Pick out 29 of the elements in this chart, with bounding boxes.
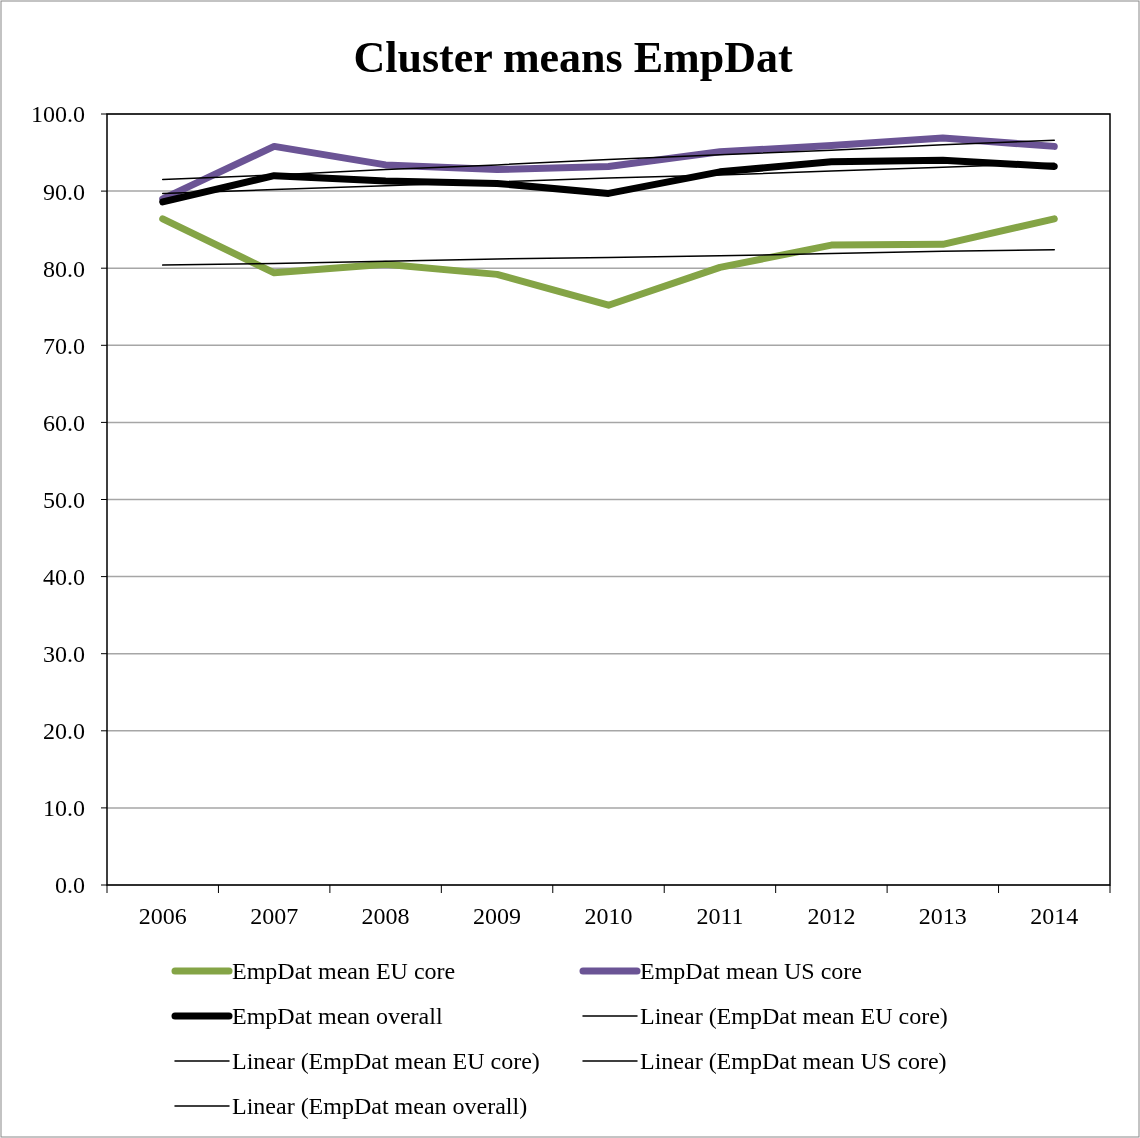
y-tick-label: 80.0 [43,255,85,282]
x-tick-label: 2007 [250,903,299,929]
legend-label: Linear (EmpDat mean overall) [232,1093,528,1120]
x-tick-label: 2012 [807,903,856,929]
y-tick-label: 10.0 [43,795,85,822]
line-series [161,248,1056,266]
y-tick-label: 50.0 [43,486,85,513]
x-tick-label: 2013 [918,903,967,929]
chart-title: Cluster means EmpDat [353,33,793,82]
y-tick-label: 100.0 [31,101,85,128]
y-tick-label: 0.0 [55,872,85,899]
legend-label: EmpDat mean US core [640,958,862,985]
legend-label: Linear (EmpDat mean EU core) [640,1003,948,1030]
y-tick-label: 60.0 [43,409,85,436]
x-tick-label: 2014 [1030,903,1079,929]
y-tick-label: 40.0 [43,564,85,590]
legend-label: Linear (EmpDat mean EU core) [232,1048,540,1075]
legend-label: EmpDat mean overall [232,1003,443,1030]
x-tick-label: 2009 [473,903,522,929]
y-tick-label: 20.0 [43,718,85,745]
x-tick-label: 2011 [696,903,744,929]
legend-label: Linear (EmpDat mean US core) [640,1048,947,1075]
x-tick-label: 2008 [361,903,410,929]
y-tick-label: 30.0 [43,641,85,668]
y-tick-label: 90.0 [43,178,85,205]
legend-label: EmpDat mean EU core [232,958,456,985]
x-tick-label: 2010 [584,903,633,929]
y-tick-label: 70.0 [43,332,85,359]
x-tick-label: 2006 [138,903,187,929]
